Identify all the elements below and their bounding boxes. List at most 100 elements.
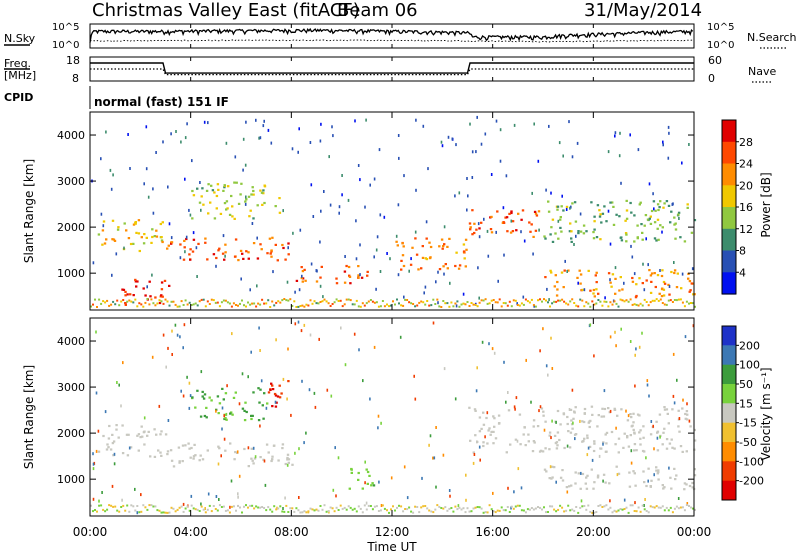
noise-cell: [630, 449, 633, 453]
data-cell: [585, 476, 588, 479]
noise-cell: [254, 455, 257, 459]
ground-cell: [683, 509, 686, 512]
data-cell: [650, 280, 653, 283]
ground-cell: [621, 508, 624, 511]
data-cell: [366, 274, 369, 277]
noise-cell: [410, 257, 412, 261]
noise-cell: [623, 498, 626, 502]
ground-cell: [303, 510, 306, 513]
data-cell: [252, 391, 255, 394]
power-cbar-tick-label: 24: [739, 158, 753, 171]
noise-cell: [505, 400, 507, 404]
data-cell: [687, 277, 690, 280]
data-cell: [231, 215, 234, 218]
data-cell: [237, 202, 241, 205]
velocity-cbar-label: Velocity [m s⁻¹]: [759, 367, 773, 460]
data-cell: [589, 289, 592, 292]
noise-cell: [673, 261, 675, 264]
data-cell: [611, 201, 614, 204]
data-cell: [611, 273, 615, 276]
power-ytick-label: 4000: [57, 129, 85, 142]
ground-cell: [142, 305, 145, 308]
noise-cell: [118, 383, 120, 387]
data-cell: [636, 224, 639, 227]
ground-cell: [190, 304, 193, 306]
ground-cell: [406, 508, 409, 511]
noise-cell: [377, 414, 380, 418]
noise-cell: [171, 329, 173, 333]
noise-cell: [200, 370, 203, 374]
data-cell: [656, 430, 660, 433]
data-cell: [657, 238, 660, 241]
data-cell: [153, 455, 157, 458]
data-cell: [215, 194, 219, 198]
data-cell: [582, 440, 585, 443]
data-cell: [121, 288, 124, 291]
ground-cell: [148, 303, 151, 306]
ground-cell: [112, 300, 115, 303]
ground-cell: [295, 306, 298, 308]
ground-cell: [396, 506, 398, 509]
noise-cell: [221, 427, 223, 431]
data-cell: [402, 264, 406, 268]
data-cell: [244, 401, 247, 404]
ground-cell: [156, 302, 159, 305]
noise-cell: [495, 230, 497, 234]
noise-cell: [188, 208, 190, 212]
data-cell: [203, 393, 207, 396]
data-cell: [219, 212, 223, 215]
data-cell: [550, 271, 553, 274]
ground-cell: [486, 511, 489, 514]
data-cell: [493, 417, 496, 420]
velocity-cbar-swatch: [722, 480, 736, 501]
ground-cell: [386, 509, 388, 512]
ground-cell: [371, 508, 374, 511]
ground-cell: [448, 305, 451, 308]
noise-cell: [242, 137, 245, 141]
ground-cell: [361, 302, 364, 305]
data-cell: [153, 428, 156, 431]
data-cell: [599, 213, 602, 216]
data-cell: [149, 455, 152, 458]
noise-cell: [184, 177, 186, 181]
freq-tick-bottom: 8: [72, 72, 79, 85]
data-cell: [669, 476, 672, 479]
data-cell: [617, 472, 621, 475]
ground-cell: [212, 299, 215, 302]
data-cell: [301, 280, 304, 283]
ground-cell: [245, 504, 247, 507]
noise-cell: [320, 122, 322, 126]
ground-cell: [345, 508, 348, 511]
data-cell: [598, 215, 602, 218]
data-cell: [567, 269, 570, 272]
noise-cell: [267, 128, 270, 132]
data-cell: [229, 442, 232, 445]
ground-cell: [671, 301, 674, 303]
data-cell: [592, 449, 596, 453]
data-cell: [276, 259, 279, 262]
data-cell: [661, 269, 664, 272]
ground-cell: [573, 509, 576, 512]
noise-cell: [215, 495, 218, 498]
noise-cell: [478, 296, 480, 300]
ground-cell: [172, 507, 175, 510]
ground-cell: [188, 509, 191, 512]
ground-cell: [96, 510, 98, 513]
ground-cell: [392, 505, 394, 508]
noise-cell: [326, 388, 329, 392]
noise-cell: [275, 338, 277, 342]
ground-cell: [418, 511, 421, 514]
ground-cell: [631, 303, 634, 306]
ground-cell: [339, 299, 342, 302]
noise-cell: [180, 389, 182, 393]
ground-cell: [581, 299, 584, 302]
data-cell: [490, 430, 493, 433]
noise-cell: [298, 288, 301, 292]
beam-label: Beam 06: [337, 0, 418, 21]
data-cell: [218, 402, 222, 405]
data-cell: [269, 388, 272, 391]
data-cell: [671, 408, 674, 411]
ground-cell: [245, 305, 247, 308]
velocity-ylabel: Slant Range [km]: [22, 365, 36, 469]
data-cell: [179, 243, 182, 246]
